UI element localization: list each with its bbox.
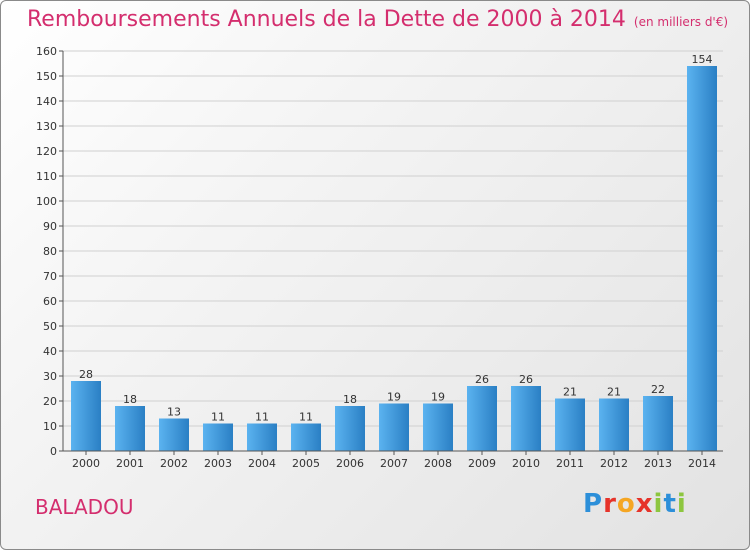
y-tick-label: 160 bbox=[36, 45, 57, 58]
y-tick-label: 20 bbox=[43, 395, 57, 408]
x-tick-label: 2002 bbox=[160, 457, 188, 470]
data-label: 11 bbox=[299, 411, 313, 424]
bar bbox=[467, 386, 497, 451]
data-label: 26 bbox=[519, 373, 533, 386]
x-tick-label: 2013 bbox=[644, 457, 672, 470]
y-tick-label: 130 bbox=[36, 120, 57, 133]
axes: 0 10 20 30 40 50 60 70 80 90 100 110 120 130 140 150 160… bbox=[36, 45, 723, 470]
data-label: 22 bbox=[651, 383, 665, 396]
bar bbox=[643, 396, 673, 451]
x-tick-label: 2000 bbox=[72, 457, 100, 470]
logo-letter: P bbox=[583, 489, 604, 519]
bars bbox=[71, 66, 717, 451]
bar bbox=[599, 398, 629, 451]
data-labels: 28 18 13 11 11 11 18 19 19 26 26 21 21 22 154 bbox=[79, 53, 713, 424]
x-tick-label: 2011 bbox=[556, 457, 584, 470]
x-tick-label: 2007 bbox=[380, 457, 408, 470]
y-tick-label: 100 bbox=[36, 195, 57, 208]
y-tick-label: 30 bbox=[43, 370, 57, 383]
bar bbox=[687, 66, 717, 451]
x-tick-label: 2010 bbox=[512, 457, 540, 470]
y-tick-label: 10 bbox=[43, 420, 57, 433]
logo-letter: i bbox=[653, 489, 664, 519]
data-label: 18 bbox=[343, 393, 357, 406]
logo-letter: o bbox=[616, 489, 636, 519]
logo-letter: r bbox=[603, 489, 617, 519]
y-tick-label: 90 bbox=[43, 220, 57, 233]
bar bbox=[115, 406, 145, 451]
data-label: 19 bbox=[387, 391, 401, 404]
chart-title: Remboursements Annuels de la Dette de 20… bbox=[27, 7, 728, 32]
data-label: 11 bbox=[211, 411, 225, 424]
x-tick-label: 2001 bbox=[116, 457, 144, 470]
chart-title-text: Remboursements Annuels de la Dette de 20… bbox=[27, 7, 626, 32]
y-tick-label: 80 bbox=[43, 245, 57, 258]
bar bbox=[511, 386, 541, 451]
bar bbox=[203, 423, 233, 451]
x-tick-label: 2003 bbox=[204, 457, 232, 470]
y-tick-label: 40 bbox=[43, 345, 57, 358]
data-label: 19 bbox=[431, 391, 445, 404]
x-tick-label: 2009 bbox=[468, 457, 496, 470]
commune-name: BALADOU bbox=[35, 495, 134, 519]
data-label: 18 bbox=[123, 393, 137, 406]
logo-letter: x bbox=[635, 489, 654, 519]
x-tick-label: 2004 bbox=[248, 457, 276, 470]
y-tick-label: 110 bbox=[36, 170, 57, 183]
bar bbox=[291, 423, 321, 451]
x-tick-label: 2008 bbox=[424, 457, 452, 470]
data-label: 21 bbox=[563, 386, 577, 399]
data-label: 11 bbox=[255, 411, 269, 424]
data-label: 21 bbox=[607, 386, 621, 399]
bar bbox=[247, 423, 277, 451]
logo-letter: t bbox=[663, 489, 677, 519]
bar bbox=[423, 403, 453, 451]
x-tick-label: 2012 bbox=[600, 457, 628, 470]
y-tick-label: 70 bbox=[43, 270, 57, 283]
bar bbox=[379, 403, 409, 451]
data-label: 26 bbox=[475, 373, 489, 386]
bar bbox=[555, 398, 585, 451]
y-tick-label: 140 bbox=[36, 95, 57, 108]
y-tick-label: 50 bbox=[43, 320, 57, 333]
data-label: 154 bbox=[692, 53, 713, 66]
x-tick-label: 2005 bbox=[292, 457, 320, 470]
x-tick-label: 2014 bbox=[688, 457, 716, 470]
bar bbox=[335, 406, 365, 451]
bar bbox=[159, 418, 189, 451]
y-tick-label: 60 bbox=[43, 295, 57, 308]
y-tick-label: 150 bbox=[36, 70, 57, 83]
y-tick-label: 0 bbox=[50, 445, 57, 458]
x-tick-label: 2006 bbox=[336, 457, 364, 470]
proxiti-logo: Proxiti bbox=[583, 489, 687, 519]
chart-unit: (en milliers d'€) bbox=[633, 15, 729, 29]
bar bbox=[71, 381, 101, 451]
y-tick-label: 120 bbox=[36, 145, 57, 158]
data-label: 13 bbox=[167, 406, 181, 419]
logo-letter: i bbox=[676, 489, 687, 519]
data-label: 28 bbox=[79, 368, 93, 381]
